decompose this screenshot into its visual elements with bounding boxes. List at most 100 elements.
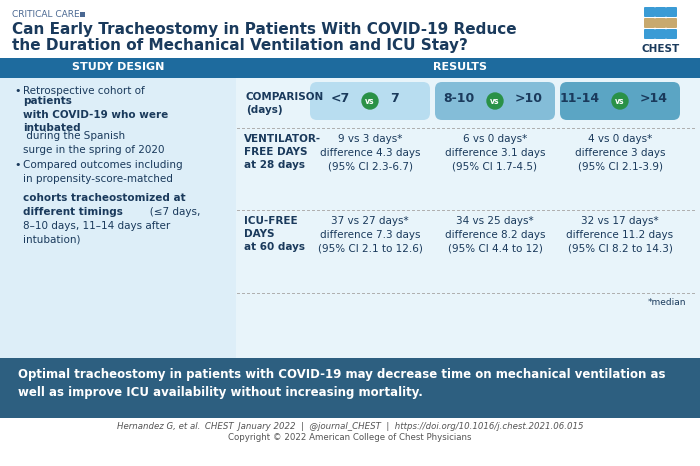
Bar <box>552 128 554 129</box>
Bar <box>392 293 395 294</box>
Bar <box>237 293 239 294</box>
Bar <box>242 293 244 294</box>
Bar <box>632 210 634 211</box>
Bar <box>297 128 300 129</box>
Bar <box>377 293 379 294</box>
Bar <box>452 128 454 129</box>
Bar <box>617 128 620 129</box>
Bar <box>587 128 589 129</box>
Bar <box>577 128 580 129</box>
Bar <box>0 358 700 418</box>
Bar <box>537 128 540 129</box>
Bar <box>502 128 505 129</box>
Bar <box>452 210 454 211</box>
Bar <box>502 210 505 211</box>
Bar <box>547 128 550 129</box>
Bar <box>237 128 239 129</box>
Bar <box>642 293 645 294</box>
Bar <box>277 210 279 211</box>
Bar <box>502 293 505 294</box>
Bar <box>437 210 440 211</box>
Text: 11-14: 11-14 <box>560 92 600 105</box>
Bar <box>327 210 330 211</box>
Text: Can Early Tracheostomy in Patients With COVID-19 Reduce: Can Early Tracheostomy in Patients With … <box>12 22 517 37</box>
Bar <box>252 128 255 129</box>
Text: Optimal tracheostomy in patients with COVID-19 may decrease time on mechanical v: Optimal tracheostomy in patients with CO… <box>18 368 666 399</box>
Bar <box>637 210 640 211</box>
Text: vs: vs <box>365 96 375 105</box>
Bar <box>357 293 360 294</box>
Text: 34 vs 25 days*
difference 8.2 days
(95% CI 4.4 to 12): 34 vs 25 days* difference 8.2 days (95% … <box>444 216 545 253</box>
Bar <box>312 293 314 294</box>
Bar <box>587 293 589 294</box>
Bar <box>407 210 410 211</box>
Bar <box>417 293 419 294</box>
Text: COMPARISON
(days): COMPARISON (days) <box>246 92 324 115</box>
Bar <box>272 210 274 211</box>
Text: RESULTS: RESULTS <box>433 62 487 72</box>
Bar <box>377 128 379 129</box>
Bar <box>417 128 419 129</box>
Bar <box>327 293 330 294</box>
Bar <box>242 128 244 129</box>
Bar <box>312 210 314 211</box>
Bar <box>337 293 340 294</box>
Bar <box>407 293 410 294</box>
Bar <box>287 128 290 129</box>
Bar <box>462 128 465 129</box>
Bar <box>432 210 435 211</box>
Bar <box>482 293 484 294</box>
FancyBboxPatch shape <box>666 29 677 39</box>
Bar <box>282 210 284 211</box>
Bar <box>587 210 589 211</box>
FancyBboxPatch shape <box>655 7 666 17</box>
Text: *median: *median <box>648 298 686 307</box>
Bar <box>292 210 295 211</box>
Bar <box>437 293 440 294</box>
Bar <box>442 210 444 211</box>
Bar <box>597 128 599 129</box>
Bar <box>447 128 449 129</box>
Bar <box>667 210 669 211</box>
Bar <box>262 128 265 129</box>
Bar <box>612 210 615 211</box>
Bar <box>427 293 430 294</box>
Bar <box>567 293 570 294</box>
Text: vs: vs <box>615 96 624 105</box>
Bar <box>652 293 654 294</box>
Bar <box>572 128 575 129</box>
Bar <box>622 210 624 211</box>
Bar <box>512 128 514 129</box>
Bar <box>347 293 349 294</box>
Text: Compared outcomes including
in propensity-score-matched: Compared outcomes including in propensit… <box>23 160 183 197</box>
Text: STUDY DESIGN: STUDY DESIGN <box>72 62 164 72</box>
Bar <box>537 210 540 211</box>
Bar <box>287 293 290 294</box>
Bar <box>352 128 354 129</box>
Bar <box>462 293 465 294</box>
Bar <box>552 293 554 294</box>
Bar <box>692 293 694 294</box>
Text: VENTILATOR-
FREE DAYS
at 28 days: VENTILATOR- FREE DAYS at 28 days <box>244 134 321 171</box>
Bar <box>432 128 435 129</box>
Bar <box>397 210 400 211</box>
Bar <box>597 210 599 211</box>
Bar <box>472 293 475 294</box>
Bar <box>682 293 685 294</box>
Bar <box>557 128 559 129</box>
Bar <box>667 293 669 294</box>
Bar <box>412 210 414 211</box>
Bar <box>667 128 669 129</box>
Bar <box>402 128 405 129</box>
Text: 37 vs 27 days*
difference 7.3 days
(95% CI 2.1 to 12.6): 37 vs 27 days* difference 7.3 days (95% … <box>318 216 422 253</box>
Bar <box>467 128 470 129</box>
Bar <box>522 128 524 129</box>
Bar <box>347 210 349 211</box>
Bar <box>447 293 449 294</box>
Bar <box>257 293 260 294</box>
Bar <box>647 293 650 294</box>
Bar <box>322 210 325 211</box>
Bar <box>552 210 554 211</box>
Bar <box>607 210 610 211</box>
Bar <box>607 128 610 129</box>
